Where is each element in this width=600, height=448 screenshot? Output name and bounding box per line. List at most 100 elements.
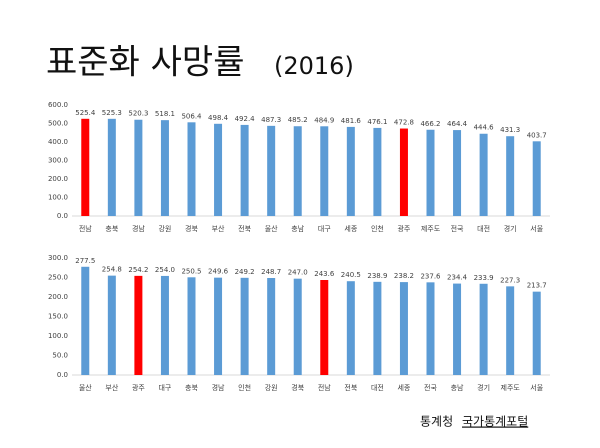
x-tick-label: 전국 [451, 224, 464, 233]
bar [134, 119, 143, 216]
x-tick-label: 전남 [318, 383, 331, 392]
bar [346, 126, 355, 216]
x-tick-label: 세종 [397, 383, 410, 392]
bar [320, 279, 329, 375]
x-tick-label: 경북 [291, 383, 304, 392]
y-tick-label: 100.0 [48, 332, 68, 340]
x-tick-label: 강원 [158, 224, 171, 233]
value-label: 238.2 [394, 272, 414, 280]
value-label: 525.4 [75, 109, 96, 117]
bar [320, 126, 329, 216]
value-label: 498.4 [208, 114, 229, 122]
x-tick-label: 경기 [477, 383, 490, 392]
x-tick-label: 전북 [344, 383, 357, 392]
x-tick-label: 경기 [504, 224, 517, 233]
value-label: 487.3 [261, 116, 281, 124]
x-tick-label: 부산 [105, 383, 118, 392]
footer-source: 통계청 [420, 415, 453, 429]
bar [214, 277, 223, 375]
bar [453, 283, 462, 375]
value-label: 431.3 [500, 126, 520, 134]
value-label: 466.2 [420, 120, 440, 128]
y-tick-label: 200.0 [48, 293, 68, 301]
y-tick-label: 300.0 [48, 254, 68, 262]
bar [81, 266, 90, 375]
bar [532, 141, 541, 216]
bar [267, 125, 276, 216]
value-label: 238.9 [367, 272, 387, 280]
bar [399, 282, 408, 375]
x-tick-label: 충남 [451, 383, 464, 392]
x-tick-label: 제주도 [421, 225, 441, 233]
bar [453, 130, 462, 216]
value-label: 506.4 [181, 112, 202, 120]
x-tick-label: 인천 [238, 383, 251, 392]
value-label: 520.3 [128, 110, 148, 118]
y-tick-label: 150.0 [48, 313, 68, 321]
x-tick-label: 대구 [318, 225, 331, 233]
x-tick-label: 광주 [397, 225, 410, 233]
y-tick-label: 0.0 [57, 371, 68, 379]
bar [134, 275, 143, 375]
value-label: 248.7 [261, 268, 281, 276]
title: 표준화 사망률 [46, 43, 245, 83]
x-tick-label: 제주도 [501, 384, 521, 392]
value-label: 485.2 [288, 116, 308, 124]
y-tick-label: 200.0 [48, 175, 68, 183]
value-label: 472.8 [394, 119, 414, 127]
footer-link[interactable]: 국가통계포털 [462, 415, 528, 429]
value-label: 464.4 [447, 120, 468, 128]
bar [506, 136, 515, 216]
bar [187, 122, 196, 216]
value-label: 227.3 [500, 276, 520, 284]
bar [373, 127, 382, 216]
value-label: 525.3 [102, 109, 122, 117]
bar [293, 126, 302, 216]
value-label: 233.9 [474, 274, 494, 282]
value-label: 254.2 [128, 266, 148, 274]
x-tick-label: 경남 [132, 224, 145, 233]
value-label: 476.1 [367, 118, 387, 126]
bar [373, 281, 382, 375]
value-label: 481.6 [341, 117, 362, 125]
bar [240, 124, 249, 216]
x-tick-label: 대전 [477, 224, 490, 233]
x-tick-label: 울산 [79, 383, 92, 392]
y-tick-label: 0.0 [57, 212, 68, 220]
x-tick-label: 대구 [158, 384, 171, 392]
bar [81, 118, 90, 216]
x-tick-label: 충북 [105, 224, 118, 233]
y-tick-label: 300.0 [48, 157, 68, 165]
bar [426, 282, 435, 375]
bar [532, 291, 541, 375]
value-label: 237.6 [420, 272, 441, 280]
bar [399, 128, 408, 216]
x-tick-label: 서울 [530, 383, 543, 392]
value-label: 492.4 [235, 115, 256, 123]
x-tick-label: 전남 [79, 224, 92, 233]
bar [267, 278, 276, 375]
value-label: 249.6 [208, 268, 229, 276]
value-label: 254.8 [102, 266, 122, 274]
x-tick-label: 강원 [265, 383, 278, 392]
value-label: 247.0 [288, 269, 308, 277]
bar [479, 133, 488, 216]
y-tick-label: 250.0 [48, 274, 68, 282]
value-label: 403.7 [527, 131, 547, 139]
value-label: 444.6 [474, 124, 495, 132]
y-tick-label: 500.0 [48, 120, 68, 128]
x-tick-label: 인천 [371, 224, 384, 233]
x-tick-label: 대전 [371, 383, 384, 392]
value-label: 240.5 [341, 271, 361, 279]
value-label: 484.9 [314, 116, 334, 124]
y-tick-label: 600.0 [48, 101, 68, 109]
x-tick-label: 세종 [344, 224, 357, 233]
bar [160, 120, 169, 216]
y-tick-label: 100.0 [48, 194, 68, 202]
value-label: 234.4 [447, 274, 468, 282]
value-label: 254.0 [155, 266, 175, 274]
value-label: 518.1 [155, 110, 175, 118]
bar [293, 278, 302, 375]
value-label: 243.6 [314, 270, 335, 278]
bar [160, 275, 169, 375]
